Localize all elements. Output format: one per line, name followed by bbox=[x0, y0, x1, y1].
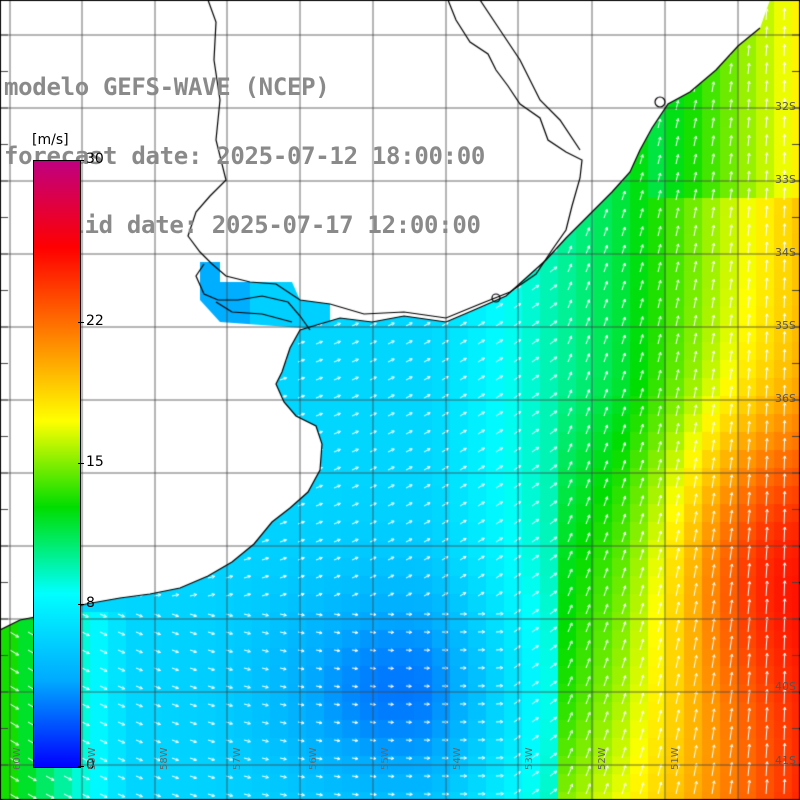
latitude-label: 35S bbox=[775, 319, 796, 332]
colorbar-tickmark bbox=[78, 160, 84, 161]
longitude-label: 55W bbox=[380, 747, 391, 770]
latitude-label: 36S bbox=[775, 392, 796, 405]
latitude-label: 40S bbox=[775, 680, 796, 693]
longitude-label: 51W bbox=[670, 747, 681, 770]
latitude-label: 33S bbox=[775, 173, 796, 186]
colorbar-tick-label: 15 bbox=[86, 454, 104, 470]
latitude-label: 34S bbox=[775, 246, 796, 259]
colorbar-tick-label: 22 bbox=[86, 312, 104, 329]
colorbar-tickmark bbox=[78, 604, 84, 606]
colorbar-tick-label: 8 bbox=[86, 595, 95, 612]
colorbar bbox=[33, 160, 81, 768]
colorbar-tickmark bbox=[78, 321, 84, 323]
colorbar-tick-label: 30 bbox=[86, 151, 104, 167]
longitude-label: 58W bbox=[159, 747, 170, 770]
longitude-label: 59W bbox=[87, 747, 98, 770]
latitude-label: 32S bbox=[775, 100, 796, 113]
longitude-label: 57W bbox=[232, 747, 243, 770]
longitude-label: 56W bbox=[308, 747, 319, 770]
longitude-label: 53W bbox=[524, 747, 535, 770]
longitude-label: 52W bbox=[597, 747, 608, 770]
longitude-label: 60W bbox=[12, 747, 23, 770]
colorbar-tickmark bbox=[78, 463, 84, 464]
colorbar-unit: [m/s] bbox=[32, 132, 69, 148]
colorbar-tickmark bbox=[78, 766, 84, 767]
colorbar-tick-label: 0 bbox=[86, 757, 95, 773]
longitude-label: 54W bbox=[452, 747, 463, 770]
latitude-label: 41S bbox=[775, 754, 796, 767]
model-name: modelo GEFS-WAVE (NCEP) bbox=[4, 73, 330, 101]
